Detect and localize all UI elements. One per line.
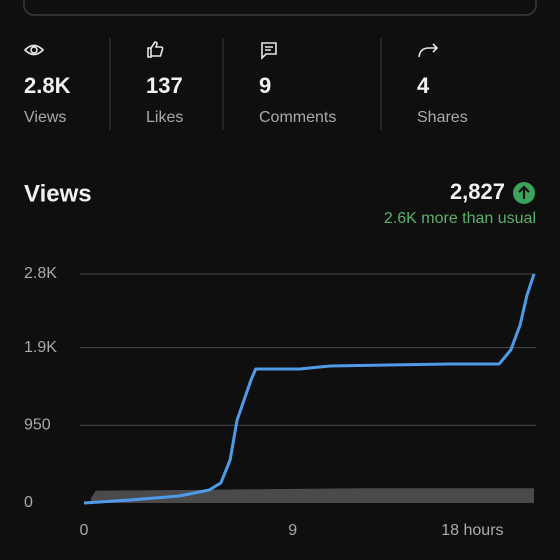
stat-value: 2.8K [24, 73, 71, 98]
stat-value: 4 [417, 73, 430, 98]
section-title: Views [24, 180, 92, 207]
views-total: 2,827 [450, 179, 505, 204]
shares-icon [418, 43, 439, 58]
stat-label: Likes [146, 109, 183, 126]
stat-label: Comments [259, 109, 336, 126]
comparison: 2.6K more than usual [384, 210, 536, 227]
x-tick-label: 9 [288, 522, 297, 539]
y-tick-label: 1.9K [24, 339, 57, 356]
top-card [23, 0, 537, 16]
y-tick-label: 950 [24, 417, 51, 434]
y-tick-label: 2.8K [24, 265, 57, 282]
stat-label: Shares [417, 109, 468, 126]
x-tick-label: 0 [80, 522, 89, 539]
views-icon [23, 44, 45, 56]
typical-range [90, 488, 534, 503]
comments-icon [261, 42, 277, 60]
up-indicator [513, 182, 535, 204]
y-tick-label: 0 [24, 494, 33, 511]
stat-value: 137 [146, 73, 183, 98]
likes-icon [147, 41, 164, 58]
x-tick-label: 18 hours [441, 522, 503, 539]
stat-label: Views [24, 109, 66, 126]
chart: 0 950 1.9K 2.8K 0 9 18 hours [24, 265, 536, 539]
views-line [83, 273, 536, 505]
stat-value: 9 [259, 73, 271, 98]
